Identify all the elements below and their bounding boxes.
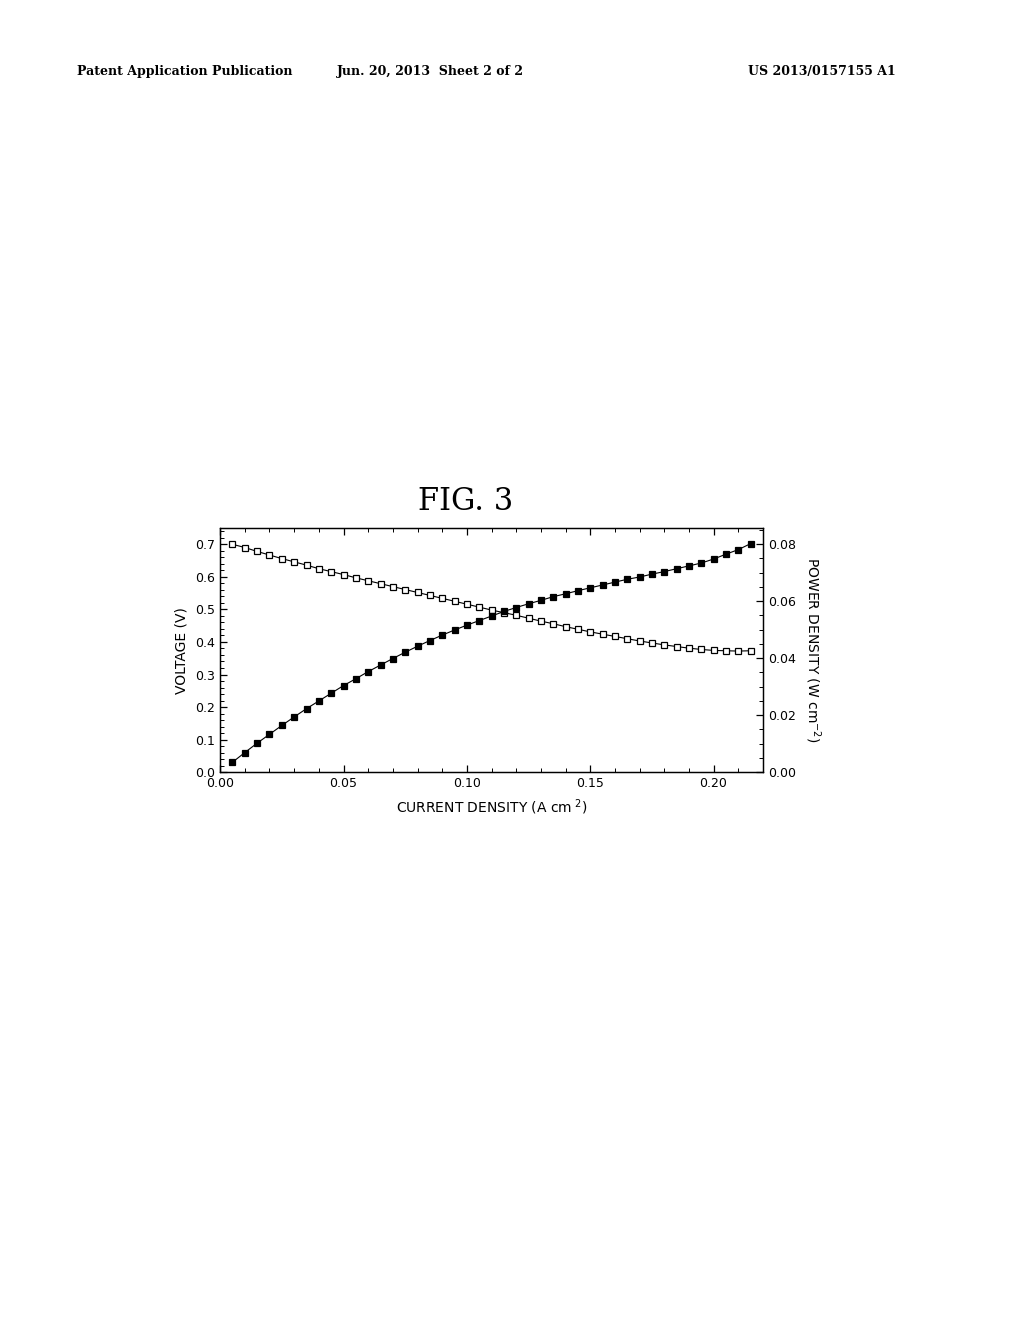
- Y-axis label: POWER DENSITY (W cm$^{-2}$): POWER DENSITY (W cm$^{-2}$): [803, 557, 822, 743]
- X-axis label: CURRENT DENSITY (A cm$^{\ 2}$): CURRENT DENSITY (A cm$^{\ 2}$): [395, 797, 588, 817]
- Text: US 2013/0157155 A1: US 2013/0157155 A1: [748, 65, 895, 78]
- Text: Patent Application Publication: Patent Application Publication: [77, 65, 292, 78]
- Text: Jun. 20, 2013  Sheet 2 of 2: Jun. 20, 2013 Sheet 2 of 2: [337, 65, 523, 78]
- Y-axis label: VOLTAGE (V): VOLTAGE (V): [174, 607, 188, 693]
- Text: FIG. 3: FIG. 3: [418, 486, 514, 517]
